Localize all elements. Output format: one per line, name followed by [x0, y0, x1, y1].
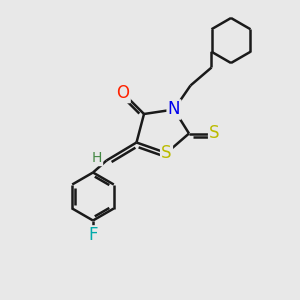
Text: S: S: [209, 124, 220, 142]
Text: N: N: [168, 100, 180, 118]
Text: F: F: [88, 226, 98, 244]
Text: S: S: [161, 144, 172, 162]
Text: H: H: [92, 151, 102, 165]
Text: O: O: [116, 84, 130, 102]
